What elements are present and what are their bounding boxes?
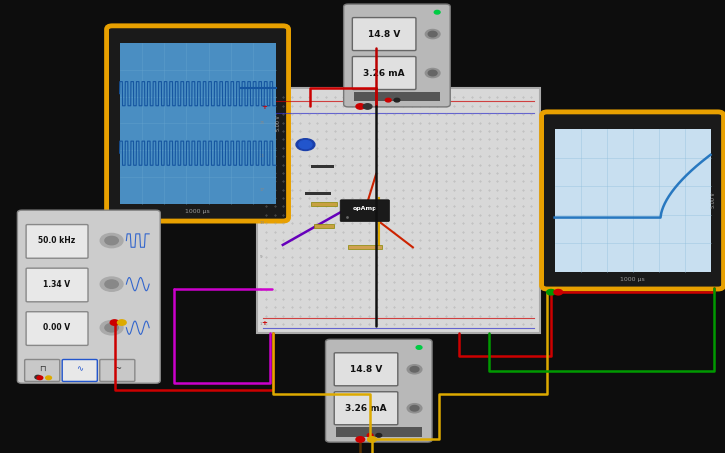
FancyBboxPatch shape [334,353,398,386]
FancyBboxPatch shape [26,312,88,345]
Circle shape [434,10,440,14]
Bar [354,92,440,101]
Text: 14.8 V: 14.8 V [368,29,400,39]
Text: 1000 μs: 1000 μs [620,277,645,282]
Text: 5.00 V: 5.00 V [276,116,281,131]
Circle shape [105,323,118,332]
Bar [311,165,334,169]
Text: 3.26 mA: 3.26 mA [345,404,387,413]
FancyBboxPatch shape [326,339,432,442]
Text: ∿: ∿ [76,364,83,373]
FancyBboxPatch shape [62,360,97,381]
Text: 3.26 mA: 3.26 mA [363,68,405,77]
Text: 5.00 V: 5.00 V [711,193,716,208]
Bar [120,43,276,204]
Circle shape [105,236,118,245]
Text: ⊓: ⊓ [39,364,46,373]
Circle shape [37,376,43,380]
Circle shape [376,434,381,437]
Circle shape [105,280,118,288]
Circle shape [410,405,419,411]
Circle shape [299,140,312,149]
Bar [314,224,334,228]
Circle shape [100,277,123,291]
Circle shape [117,320,126,325]
FancyBboxPatch shape [100,360,135,381]
Circle shape [416,346,422,349]
FancyBboxPatch shape [352,57,416,90]
Bar [555,129,710,272]
Circle shape [368,437,376,442]
Text: opAmp: opAmp [352,206,377,211]
Bar [336,427,422,437]
FancyBboxPatch shape [17,210,160,383]
Circle shape [428,70,437,76]
Text: 1000 μs: 1000 μs [185,209,210,214]
Circle shape [394,98,399,102]
Circle shape [35,376,41,379]
Text: 25: 25 [260,120,265,125]
Circle shape [426,68,440,77]
FancyBboxPatch shape [352,18,416,51]
Circle shape [410,366,419,372]
FancyBboxPatch shape [26,268,88,302]
FancyBboxPatch shape [344,4,450,107]
Circle shape [428,31,437,37]
Circle shape [296,139,315,150]
Circle shape [407,365,422,374]
Circle shape [100,233,123,248]
FancyBboxPatch shape [542,112,724,289]
Text: +: + [261,104,267,110]
Text: 9: 9 [260,255,262,259]
Text: 5: 5 [260,289,262,292]
Circle shape [367,434,373,437]
Text: 14.8 V: 14.8 V [350,365,382,374]
Circle shape [356,437,365,442]
Circle shape [426,29,440,39]
Text: 50.0 kHz: 50.0 kHz [38,236,75,245]
Text: ~: ~ [114,364,121,373]
Text: +: + [261,320,267,326]
Circle shape [46,376,51,380]
Bar [311,202,336,207]
Bar [257,88,540,333]
Circle shape [554,289,563,295]
Bar [305,192,331,195]
FancyBboxPatch shape [107,26,289,221]
Circle shape [100,321,123,335]
FancyBboxPatch shape [26,225,88,258]
Circle shape [547,289,555,295]
Text: 17: 17 [260,188,265,192]
Text: 13: 13 [260,221,265,225]
Text: 0.00 V: 0.00 V [44,323,70,332]
Circle shape [356,104,365,109]
Bar [348,245,382,249]
Text: 1: 1 [260,322,262,326]
Text: 1.34 V: 1.34 V [44,280,70,289]
Circle shape [386,98,391,102]
Circle shape [407,404,422,413]
FancyBboxPatch shape [25,360,59,381]
Circle shape [363,104,372,109]
Text: 21: 21 [260,154,265,158]
FancyBboxPatch shape [340,200,389,222]
FancyBboxPatch shape [334,392,398,425]
Circle shape [110,320,119,325]
